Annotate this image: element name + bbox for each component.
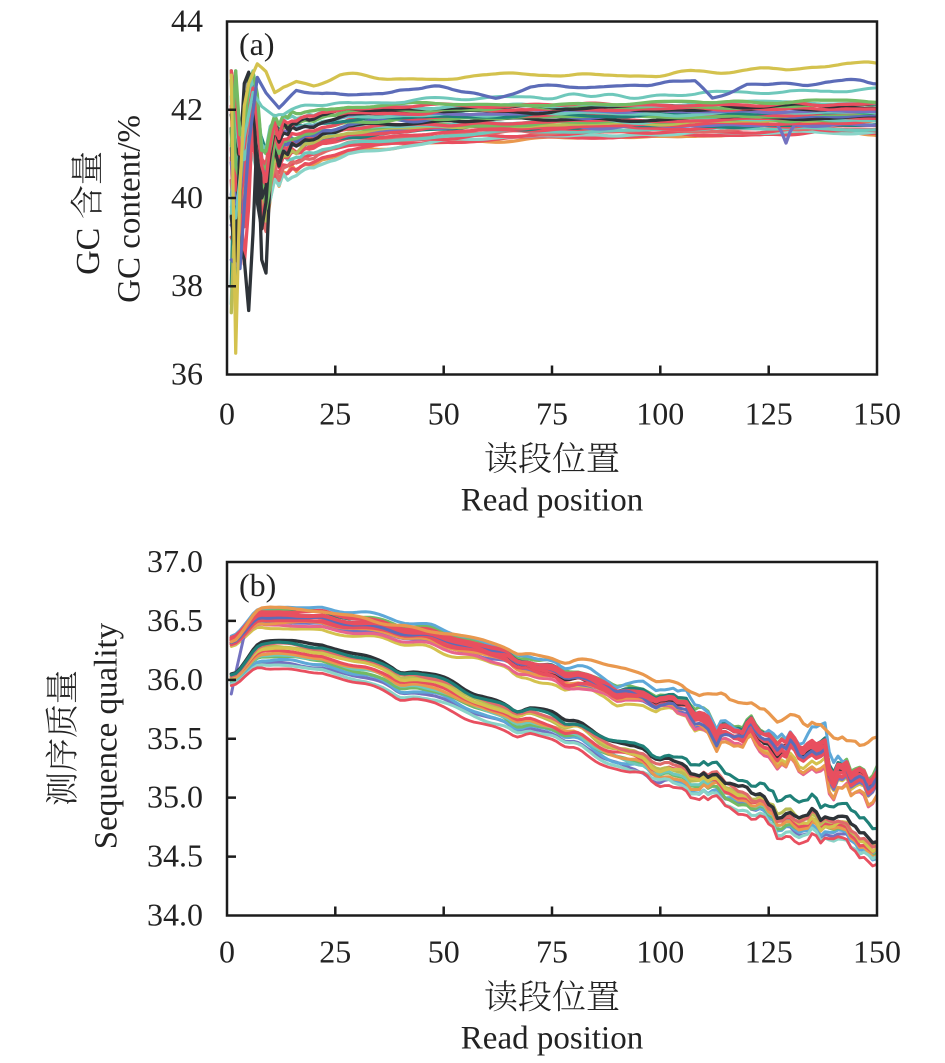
- svg-text:50: 50: [428, 396, 460, 432]
- svg-text:Read position: Read position: [461, 1020, 643, 1056]
- svg-text:35.5: 35.5: [147, 720, 203, 756]
- svg-text:25: 25: [319, 933, 351, 969]
- svg-text:75: 75: [536, 396, 568, 432]
- svg-text:125: 125: [745, 933, 793, 969]
- svg-text:37.0: 37.0: [147, 543, 203, 579]
- svg-text:100: 100: [636, 396, 684, 432]
- svg-text:50: 50: [428, 933, 460, 969]
- svg-text:GC: GC: [70, 228, 107, 275]
- svg-text:100: 100: [636, 933, 684, 969]
- svg-text:34.0: 34.0: [147, 897, 203, 933]
- svg-text:36.5: 36.5: [147, 602, 203, 638]
- svg-text:38: 38: [171, 267, 203, 303]
- svg-text:150: 150: [853, 933, 901, 969]
- svg-text:36: 36: [171, 356, 203, 392]
- svg-text:0: 0: [219, 933, 235, 969]
- svg-text:42: 42: [171, 91, 203, 127]
- svg-text:34.5: 34.5: [147, 838, 203, 874]
- svg-text:150: 150: [853, 396, 901, 432]
- svg-text:(b): (b): [239, 567, 276, 603]
- svg-text:Read position: Read position: [461, 482, 643, 518]
- svg-text:75: 75: [536, 933, 568, 969]
- svg-text:(a): (a): [239, 26, 275, 62]
- svg-text:44: 44: [171, 3, 203, 39]
- svg-text:36.0: 36.0: [147, 661, 203, 697]
- svg-text:Sequence quality: Sequence quality: [89, 622, 125, 849]
- svg-text:40: 40: [171, 179, 203, 215]
- svg-text:25: 25: [319, 396, 351, 432]
- svg-text:GC content/%: GC content/%: [111, 115, 147, 303]
- svg-text:125: 125: [745, 396, 793, 432]
- svg-text:35.0: 35.0: [147, 779, 203, 815]
- svg-text:0: 0: [219, 396, 235, 432]
